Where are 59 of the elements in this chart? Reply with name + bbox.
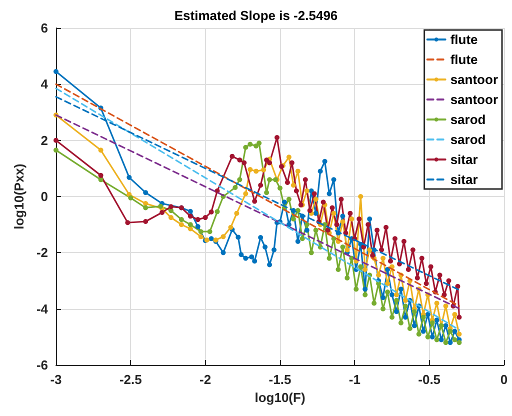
- legend-label: sarod: [450, 112, 486, 127]
- x-axis-title: log10(F): [254, 390, 306, 405]
- point: [402, 298, 408, 303]
- x-tick-label: -1.5: [268, 372, 292, 387]
- point: [443, 304, 448, 309]
- legend-label: flute: [450, 52, 478, 67]
- y-axis-title: log10(Pxx): [12, 164, 27, 230]
- point: [385, 281, 390, 286]
- point: [340, 219, 346, 224]
- point: [394, 292, 399, 298]
- point: [313, 196, 318, 202]
- point: [331, 210, 336, 216]
- legend-label: sarod: [450, 132, 486, 147]
- point: [452, 312, 458, 317]
- point: [143, 201, 148, 206]
- point: [290, 182, 296, 188]
- legend-label: sitar: [450, 172, 478, 187]
- point: [434, 300, 440, 306]
- legend-label: flute: [450, 32, 478, 47]
- point: [344, 247, 350, 252]
- point: [198, 234, 204, 240]
- point: [376, 272, 382, 278]
- legend-label: santoor: [450, 92, 498, 107]
- x-tick-label: -2: [200, 372, 212, 387]
- point: [254, 168, 259, 174]
- point: [358, 194, 364, 199]
- y-tick-label: -6: [36, 358, 48, 372]
- x-tick-label: -3: [50, 372, 62, 387]
- y-tick-label: -4: [36, 301, 49, 316]
- point: [98, 148, 104, 153]
- point: [304, 188, 310, 194]
- y-tick-label: 6: [40, 20, 48, 36]
- point: [248, 167, 253, 172]
- point: [295, 168, 300, 174]
- x-tick-label: 0: [500, 372, 508, 387]
- y-tick-label: -2: [36, 245, 48, 260]
- x-tick-label: -0.5: [418, 372, 441, 387]
- point: [188, 226, 193, 232]
- point: [228, 224, 234, 230]
- y-tick-label: 2: [40, 132, 48, 148]
- point: [243, 191, 248, 196]
- legend-label: sitar: [450, 152, 478, 167]
- point: [234, 210, 240, 216]
- point: [220, 234, 226, 240]
- point: [261, 167, 266, 172]
- point: [380, 256, 386, 261]
- x-tick-label: -2.5: [119, 372, 142, 387]
- legend-label: santoor: [450, 72, 498, 87]
- point: [367, 247, 372, 252]
- point: [349, 216, 354, 222]
- point: [178, 222, 184, 228]
- point: [168, 215, 174, 220]
- x-tick-label: -1: [348, 372, 360, 387]
- point: [362, 267, 368, 272]
- y-tick-label: 0: [40, 189, 48, 204]
- chart-title: Estimated Slope is -2.5496: [174, 8, 338, 23]
- y-tick-label: 4: [40, 76, 49, 92]
- point: [456, 332, 462, 337]
- point: [286, 154, 292, 160]
